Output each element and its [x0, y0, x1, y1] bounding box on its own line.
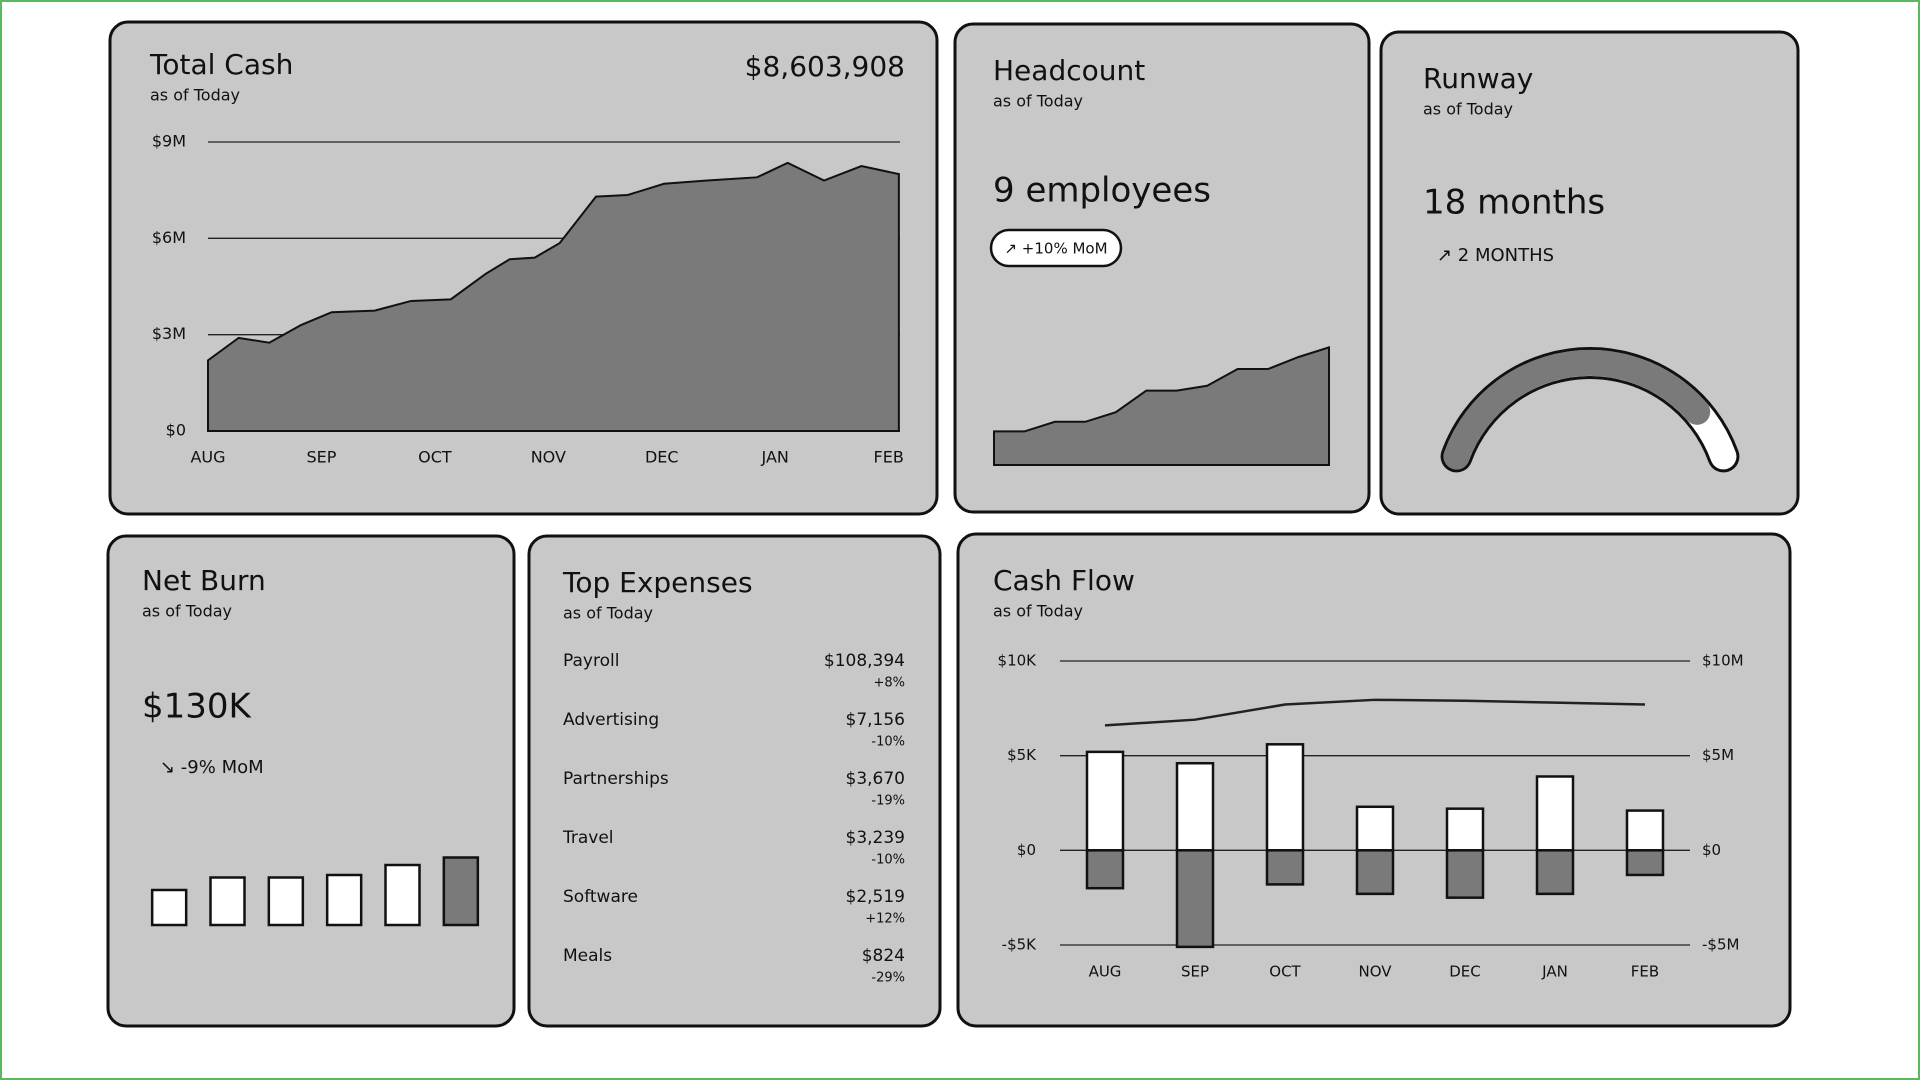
- expense-amount: $108,394: [824, 651, 905, 671]
- bar: [1355, 849, 1395, 896]
- y2-tick-label: $10M: [1702, 652, 1744, 670]
- bar: [384, 863, 421, 927]
- y-tick-label: $9M: [152, 132, 186, 151]
- bar: [1535, 849, 1575, 896]
- panel-title: Cash Flow: [993, 564, 1135, 597]
- area: [207, 161, 900, 432]
- kpi-change: ↘ -9% MoM: [160, 757, 264, 778]
- x-tick-label: OCT: [418, 448, 452, 467]
- x-tick-label: SEP: [306, 448, 336, 467]
- bar: [1265, 849, 1305, 886]
- y-tick-label: $10K: [998, 652, 1038, 670]
- kpi-value: $130K: [142, 687, 253, 727]
- expense-change: -10%: [871, 853, 905, 868]
- expense-amount: $3,670: [846, 769, 905, 789]
- bar: [1355, 805, 1395, 852]
- expense-change: -10%: [871, 735, 905, 750]
- bar: [1445, 849, 1485, 899]
- y-tick-label: $0: [166, 421, 186, 440]
- bar: [442, 856, 480, 927]
- bar: [325, 873, 363, 927]
- headline-value: $8,603,908: [745, 50, 905, 83]
- x-tick-label: NOV: [531, 448, 566, 467]
- panel-title: Runway: [1423, 62, 1533, 95]
- expense-amount: $824: [862, 946, 905, 966]
- bar: [1175, 761, 1215, 852]
- y-tick-label: $3M: [152, 324, 186, 343]
- panel-title: Total Cash: [149, 48, 293, 81]
- panel-title: Net Burn: [142, 564, 266, 597]
- x-tick-label: DEC: [1449, 963, 1481, 981]
- expense-name: Meals: [563, 946, 612, 966]
- expense-amount: $3,239: [846, 828, 905, 848]
- x-tick-label: FEB: [1631, 963, 1659, 981]
- x-tick-label: AUG: [190, 448, 225, 467]
- x-tick-label: JAN: [1541, 963, 1568, 981]
- bar: [1085, 849, 1125, 890]
- area: [993, 346, 1330, 466]
- kpi-value: 9 employees: [993, 171, 1211, 211]
- bar: [1265, 743, 1305, 852]
- y2-tick-label: -$5M: [1702, 936, 1739, 954]
- expense-name: Payroll: [563, 651, 619, 671]
- bar: [1175, 849, 1215, 949]
- x-tick-label: FEB: [874, 448, 904, 467]
- badge: [989, 228, 1123, 268]
- panel-title: Top Expenses: [562, 566, 753, 599]
- y2-tick-label: $0: [1702, 841, 1721, 859]
- panel-subtitle: as of Today: [993, 92, 1083, 111]
- panel-subtitle: as of Today: [993, 602, 1083, 621]
- panel-title: Headcount: [993, 54, 1145, 87]
- panel: [527, 534, 942, 1028]
- expense-change: +12%: [865, 912, 905, 927]
- panel-subtitle: as of Today: [563, 604, 653, 623]
- x-tick-label: SEP: [1181, 963, 1209, 981]
- expense-name: Software: [563, 887, 638, 907]
- kpi-value: 18 months: [1423, 183, 1605, 223]
- bar: [267, 876, 305, 927]
- expense-change: -29%: [871, 971, 905, 986]
- y-tick-label: -$5K: [1002, 936, 1037, 954]
- y-tick-label: $0: [1017, 841, 1036, 859]
- bar: [1085, 750, 1125, 852]
- expense-change: -19%: [871, 794, 905, 809]
- bar: [150, 888, 188, 927]
- x-tick-label: OCT: [1269, 963, 1301, 981]
- expense-name: Partnerships: [563, 769, 669, 789]
- panel-subtitle: as of Today: [142, 602, 232, 621]
- gauge-value: [1443, 350, 1711, 470]
- bar: [1625, 849, 1665, 877]
- y-tick-label: $6M: [152, 228, 186, 247]
- badge-text: ↗ +10% MoM: [1004, 240, 1107, 258]
- panel-subtitle: as of Today: [1423, 100, 1513, 119]
- panel: [956, 532, 1792, 1028]
- y2-tick-label: $5M: [1702, 746, 1734, 764]
- expense-name: Travel: [562, 828, 614, 848]
- expense-name: Advertising: [563, 710, 659, 730]
- x-tick-label: JAN: [761, 448, 789, 467]
- y-tick-label: $5K: [1007, 746, 1037, 764]
- bar: [1625, 809, 1665, 852]
- x-tick-label: NOV: [1358, 963, 1392, 981]
- expense-amount: $7,156: [846, 710, 905, 730]
- x-tick-label: AUG: [1089, 963, 1122, 981]
- panel-subtitle: as of Today: [150, 86, 240, 105]
- bar: [1535, 775, 1575, 852]
- expense-change: +8%: [873, 676, 905, 691]
- kpi-change: ↗ 2 MONTHS: [1437, 245, 1554, 266]
- bar: [1445, 807, 1485, 852]
- x-tick-label: DEC: [645, 448, 679, 467]
- line: [1104, 698, 1646, 727]
- expense-amount: $2,519: [846, 887, 905, 907]
- bar: [209, 876, 246, 927]
